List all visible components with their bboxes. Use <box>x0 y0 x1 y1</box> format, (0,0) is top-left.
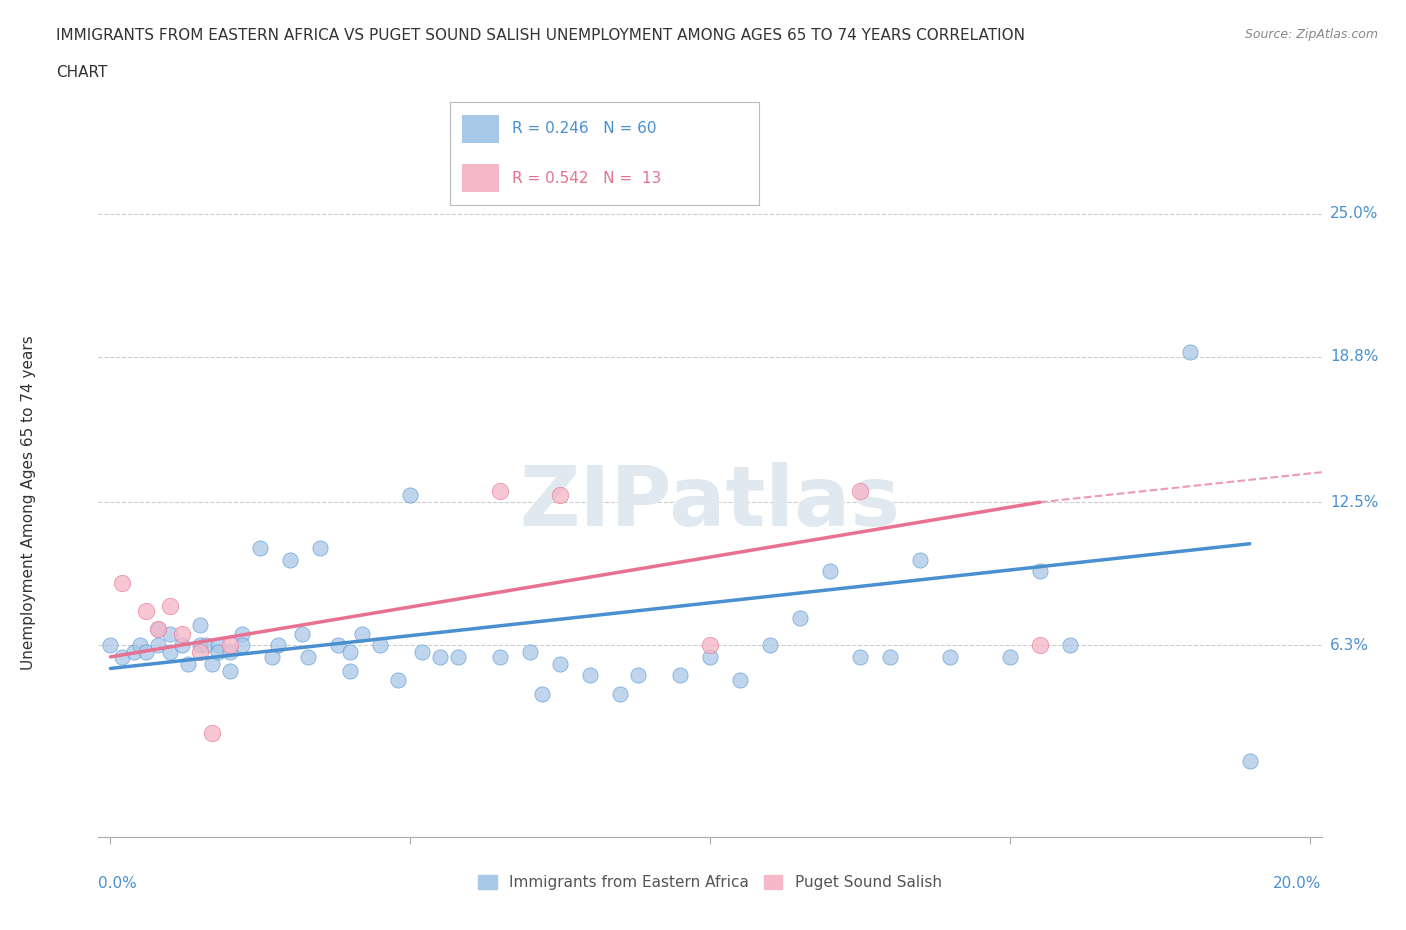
Point <box>699 649 721 664</box>
Point <box>231 627 253 642</box>
Point <box>908 552 931 567</box>
Point <box>699 638 721 653</box>
Point <box>1029 638 1052 653</box>
Point <box>188 644 211 659</box>
Point <box>728 672 751 687</box>
Point <box>291 627 314 642</box>
Point <box>188 638 211 653</box>
Text: Source: ZipAtlas.com: Source: ZipAtlas.com <box>1244 28 1378 41</box>
Point <box>188 618 211 632</box>
Point <box>429 649 451 664</box>
Text: CHART: CHART <box>56 65 108 80</box>
Point <box>1239 753 1261 768</box>
Point <box>195 638 218 653</box>
Point <box>219 644 242 659</box>
Point <box>159 627 181 642</box>
Legend: Immigrants from Eastern Africa, Puget Sound Salish: Immigrants from Eastern Africa, Puget So… <box>472 869 948 897</box>
Text: R = 0.246   N = 60: R = 0.246 N = 60 <box>512 122 657 137</box>
Point <box>172 627 194 642</box>
Point <box>177 657 200 671</box>
Point <box>387 672 409 687</box>
Point <box>201 657 224 671</box>
Point <box>1059 638 1081 653</box>
Point <box>939 649 962 664</box>
Bar <box>463 164 499 193</box>
Point <box>447 649 470 664</box>
Point <box>111 576 134 591</box>
Point <box>111 649 134 664</box>
Point <box>219 638 242 653</box>
Point <box>148 622 170 637</box>
Point <box>159 599 181 614</box>
Point <box>148 622 170 637</box>
Point <box>207 644 229 659</box>
Point <box>135 604 157 618</box>
Point <box>998 649 1021 664</box>
Point <box>411 644 433 659</box>
Point <box>278 552 301 567</box>
Point <box>148 638 170 653</box>
Point <box>519 644 541 659</box>
Point <box>489 649 512 664</box>
Point <box>548 657 571 671</box>
Point <box>368 638 391 653</box>
Text: 25.0%: 25.0% <box>1330 206 1378 221</box>
Point <box>759 638 782 653</box>
Point <box>352 627 374 642</box>
Point <box>1029 564 1052 578</box>
Point <box>219 663 242 678</box>
Text: R = 0.542   N =  13: R = 0.542 N = 13 <box>512 170 661 185</box>
Point <box>267 638 290 653</box>
Point <box>231 638 253 653</box>
Point <box>609 686 631 701</box>
Point <box>262 649 284 664</box>
Point <box>249 541 271 556</box>
Point <box>1178 345 1201 360</box>
Point <box>339 644 361 659</box>
Text: IMMIGRANTS FROM EASTERN AFRICA VS PUGET SOUND SALISH UNEMPLOYMENT AMONG AGES 65 : IMMIGRANTS FROM EASTERN AFRICA VS PUGET … <box>56 28 1025 43</box>
Text: 0.0%: 0.0% <box>98 876 138 891</box>
Point <box>328 638 350 653</box>
Point <box>399 488 422 503</box>
Point <box>548 488 571 503</box>
Text: 18.8%: 18.8% <box>1330 350 1378 365</box>
Text: 12.5%: 12.5% <box>1330 495 1378 510</box>
Point <box>818 564 841 578</box>
Point <box>124 644 146 659</box>
Point <box>579 668 602 683</box>
Point <box>849 649 872 664</box>
Point <box>129 638 152 653</box>
Point <box>879 649 901 664</box>
Point <box>627 668 650 683</box>
Point <box>309 541 332 556</box>
Point <box>339 663 361 678</box>
Text: 6.3%: 6.3% <box>1330 638 1369 653</box>
Point <box>201 725 224 740</box>
Point <box>489 484 512 498</box>
Text: 20.0%: 20.0% <box>1274 876 1322 891</box>
Point <box>159 644 181 659</box>
Text: Unemployment Among Ages 65 to 74 years: Unemployment Among Ages 65 to 74 years <box>21 335 37 670</box>
Point <box>135 644 157 659</box>
Point <box>789 610 811 625</box>
Point <box>207 638 229 653</box>
Point <box>849 484 872 498</box>
Point <box>531 686 554 701</box>
Point <box>669 668 692 683</box>
Text: ZIPatlas: ZIPatlas <box>520 461 900 543</box>
Point <box>297 649 319 664</box>
Point <box>172 638 194 653</box>
Bar <box>463 114 499 143</box>
Point <box>100 638 122 653</box>
